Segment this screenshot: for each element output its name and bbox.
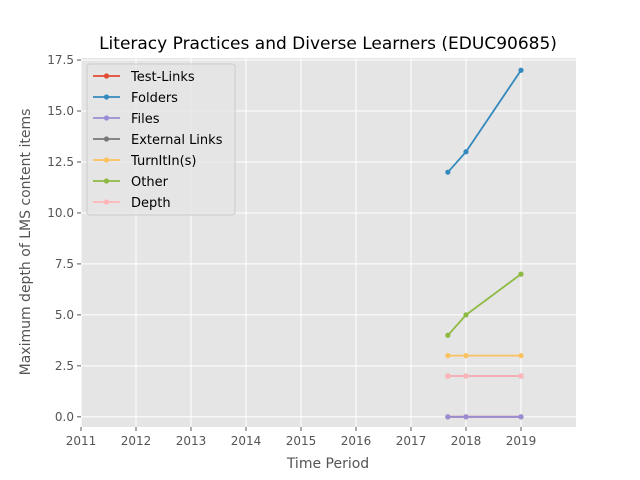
series-folders xyxy=(445,67,524,175)
legend-item-folders: Folders xyxy=(93,91,178,106)
series-layer xyxy=(445,67,524,420)
y-tick-label: 5.0 xyxy=(55,308,74,322)
data-point-depth xyxy=(518,373,524,379)
y-tick-label: 0.0 xyxy=(55,410,74,424)
legend-item-other: Other xyxy=(93,175,169,190)
x-tick-label: 2016 xyxy=(341,434,372,448)
y-tick-label: 12.5 xyxy=(47,155,74,169)
x-axis-ticks: 2011 2012 2013 2014 2015 2016 2017 2018 2019 xyxy=(66,427,537,448)
legend-marker xyxy=(103,115,110,121)
legend-label: TurnItIn(s) xyxy=(130,154,196,169)
data-point-turnitin-s xyxy=(463,353,469,359)
y-tick-label: 7.5 xyxy=(55,257,74,271)
x-tick-label: 2013 xyxy=(176,434,207,448)
series-depth xyxy=(445,373,524,379)
legend-marker xyxy=(103,199,110,205)
legend-label: Files xyxy=(131,112,160,127)
legend-label: External Links xyxy=(131,133,223,148)
legend-label: Depth xyxy=(131,196,171,211)
chart-title: Literacy Practices and Diverse Learners … xyxy=(99,34,557,54)
series-other xyxy=(445,271,524,338)
data-point-depth xyxy=(445,373,451,379)
data-point-other xyxy=(463,312,469,318)
y-tick-label: 17.5 xyxy=(47,53,74,67)
y-axis-label: Maximum depth of LMS content items xyxy=(18,109,34,376)
data-point-turnitin-s xyxy=(445,353,451,359)
data-point-depth xyxy=(463,373,469,379)
series-files xyxy=(445,414,524,420)
x-tick-label: 2017 xyxy=(396,434,427,448)
legend-item-files: Files xyxy=(93,112,160,127)
x-tick-label: 2012 xyxy=(121,434,152,448)
y-tick-label: 2.5 xyxy=(55,359,74,373)
x-tick-label: 2015 xyxy=(286,434,317,448)
legend-label: Other xyxy=(131,175,169,190)
data-point-folders xyxy=(445,169,451,175)
legend-item-depth: Depth xyxy=(93,196,171,211)
legend: Test-Links Folders Files External Links Turn… xyxy=(86,63,236,216)
x-tick-label: 2019 xyxy=(506,434,537,448)
legend-marker xyxy=(103,178,110,184)
data-point-turnitin-s xyxy=(518,353,524,359)
series-turnitin-s xyxy=(445,353,524,359)
legend-item-turnitin-s: TurnItIn(s) xyxy=(93,154,196,169)
legend-marker xyxy=(103,157,110,163)
legend-marker xyxy=(103,136,110,142)
data-point-folders xyxy=(518,67,524,73)
data-point-other xyxy=(445,332,451,338)
legend-item-test-links: Test-Links xyxy=(93,70,195,85)
legend-item-external-links: External Links xyxy=(93,133,223,148)
y-tick-label: 10.0 xyxy=(47,206,74,220)
legend-label: Test-Links xyxy=(130,70,195,85)
y-axis-ticks: 0.0 2.5 5.0 7.5 10.0 12.5 15.0 17.5 xyxy=(47,53,81,424)
legend-marker xyxy=(103,73,110,79)
data-point-other xyxy=(518,271,524,277)
x-tick-label: 2018 xyxy=(451,434,482,448)
legend-marker xyxy=(103,94,110,100)
data-point-files xyxy=(518,414,524,420)
y-tick-label: 15.0 xyxy=(47,104,74,118)
data-point-files xyxy=(463,414,469,420)
legend-label: Folders xyxy=(131,91,178,106)
x-tick-label: 2014 xyxy=(231,434,262,448)
data-point-folders xyxy=(463,149,469,155)
data-point-files xyxy=(445,414,451,420)
legend-box xyxy=(86,63,236,216)
x-axis-label: Time Period xyxy=(286,456,369,472)
x-tick-label: 2011 xyxy=(66,434,97,448)
